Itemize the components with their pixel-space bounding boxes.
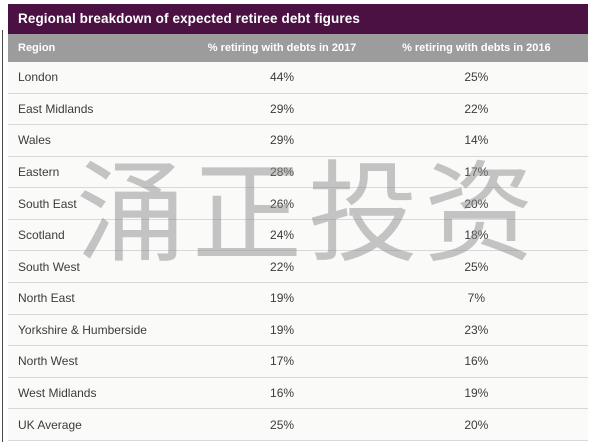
- value-2017-cell: 25%: [270, 417, 295, 432]
- table-row: London 44% 25%: [8, 62, 588, 94]
- table-row: South West 22% 25%: [8, 251, 588, 284]
- table-row: Scotland 24% 18%: [8, 219, 588, 252]
- column-header-region: Region: [18, 42, 56, 54]
- value-2016-cell: 20%: [464, 196, 489, 211]
- value-2017-cell: 19%: [270, 291, 295, 306]
- screenshot-left-edge-line: [2, 30, 3, 442]
- region-cell: London: [18, 70, 59, 85]
- value-2017-cell: 17%: [270, 354, 295, 369]
- value-2016-cell: 25%: [464, 70, 489, 85]
- retiree-debt-table-panel: Regional breakdown of expected retiree d…: [8, 4, 588, 441]
- value-2016-cell: 25%: [464, 259, 489, 274]
- value-2016-cell: 14%: [464, 133, 489, 148]
- value-2017-cell: 22%: [270, 259, 295, 274]
- table-row: West Midlands 16% 19%: [8, 377, 588, 410]
- region-cell: Eastern: [18, 165, 60, 180]
- value-2017-cell: 28%: [270, 165, 295, 180]
- table-header-row: Region % retiring with debts in 2017 % r…: [8, 34, 588, 62]
- value-2017-cell: 19%: [270, 322, 295, 337]
- table-title: Regional breakdown of expected retiree d…: [8, 4, 588, 34]
- value-2016-cell: 22%: [464, 101, 489, 116]
- value-2017-cell: 44%: [270, 70, 295, 85]
- table-row: UK Average 25% 20%: [8, 409, 588, 441]
- table-row: East Midlands 29% 22%: [8, 93, 588, 126]
- region-cell: West Midlands: [18, 386, 97, 401]
- column-header-2016: % retiring with debts in 2016: [402, 42, 551, 54]
- region-cell: North West: [18, 354, 78, 369]
- region-cell: UK Average: [18, 417, 82, 432]
- column-header-2017: % retiring with debts in 2017: [207, 42, 357, 54]
- value-2016-cell: 23%: [464, 322, 489, 337]
- value-2016-cell: 19%: [464, 386, 489, 401]
- region-cell: Scotland: [18, 228, 65, 243]
- region-cell: South West: [18, 259, 80, 274]
- region-cell: Yorkshire & Humberside: [18, 322, 147, 337]
- region-cell: East Midlands: [18, 101, 94, 116]
- value-2016-cell: 18%: [464, 228, 489, 243]
- value-2017-cell: 29%: [270, 101, 295, 116]
- table-row: Eastern 28% 17%: [8, 156, 588, 189]
- value-2016-cell: 16%: [464, 354, 489, 369]
- value-2016-cell: 20%: [464, 417, 489, 432]
- value-2016-cell: 7%: [467, 291, 485, 306]
- region-cell: South East: [18, 196, 77, 211]
- value-2016-cell: 17%: [464, 165, 489, 180]
- table-row: South East 26% 20%: [8, 188, 588, 220]
- table-body: London 44% 25% East Midlands 29% 22% Wal…: [8, 62, 588, 441]
- value-2017-cell: 24%: [270, 228, 295, 243]
- region-cell: Wales: [18, 133, 51, 148]
- table-row: North West 17% 16%: [8, 346, 588, 378]
- table-row: Wales 29% 14%: [8, 125, 588, 157]
- region-cell: North East: [18, 291, 75, 306]
- value-2017-cell: 16%: [270, 386, 295, 401]
- value-2017-cell: 26%: [270, 196, 295, 211]
- value-2017-cell: 29%: [270, 133, 295, 148]
- table-row: North East 19% 7%: [8, 283, 588, 315]
- table-row: Yorkshire & Humberside 19% 23%: [8, 314, 588, 347]
